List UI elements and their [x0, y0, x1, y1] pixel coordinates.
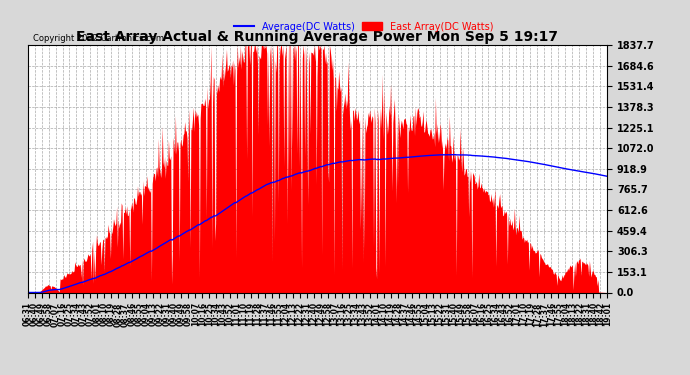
Title: East Array Actual & Running Average Power Mon Sep 5 19:17: East Array Actual & Running Average Powe…: [77, 30, 558, 44]
Text: Copyright 2022 Cartronics.com: Copyright 2022 Cartronics.com: [33, 33, 164, 42]
Legend: Average(DC Watts), East Array(DC Watts): Average(DC Watts), East Array(DC Watts): [230, 18, 497, 36]
